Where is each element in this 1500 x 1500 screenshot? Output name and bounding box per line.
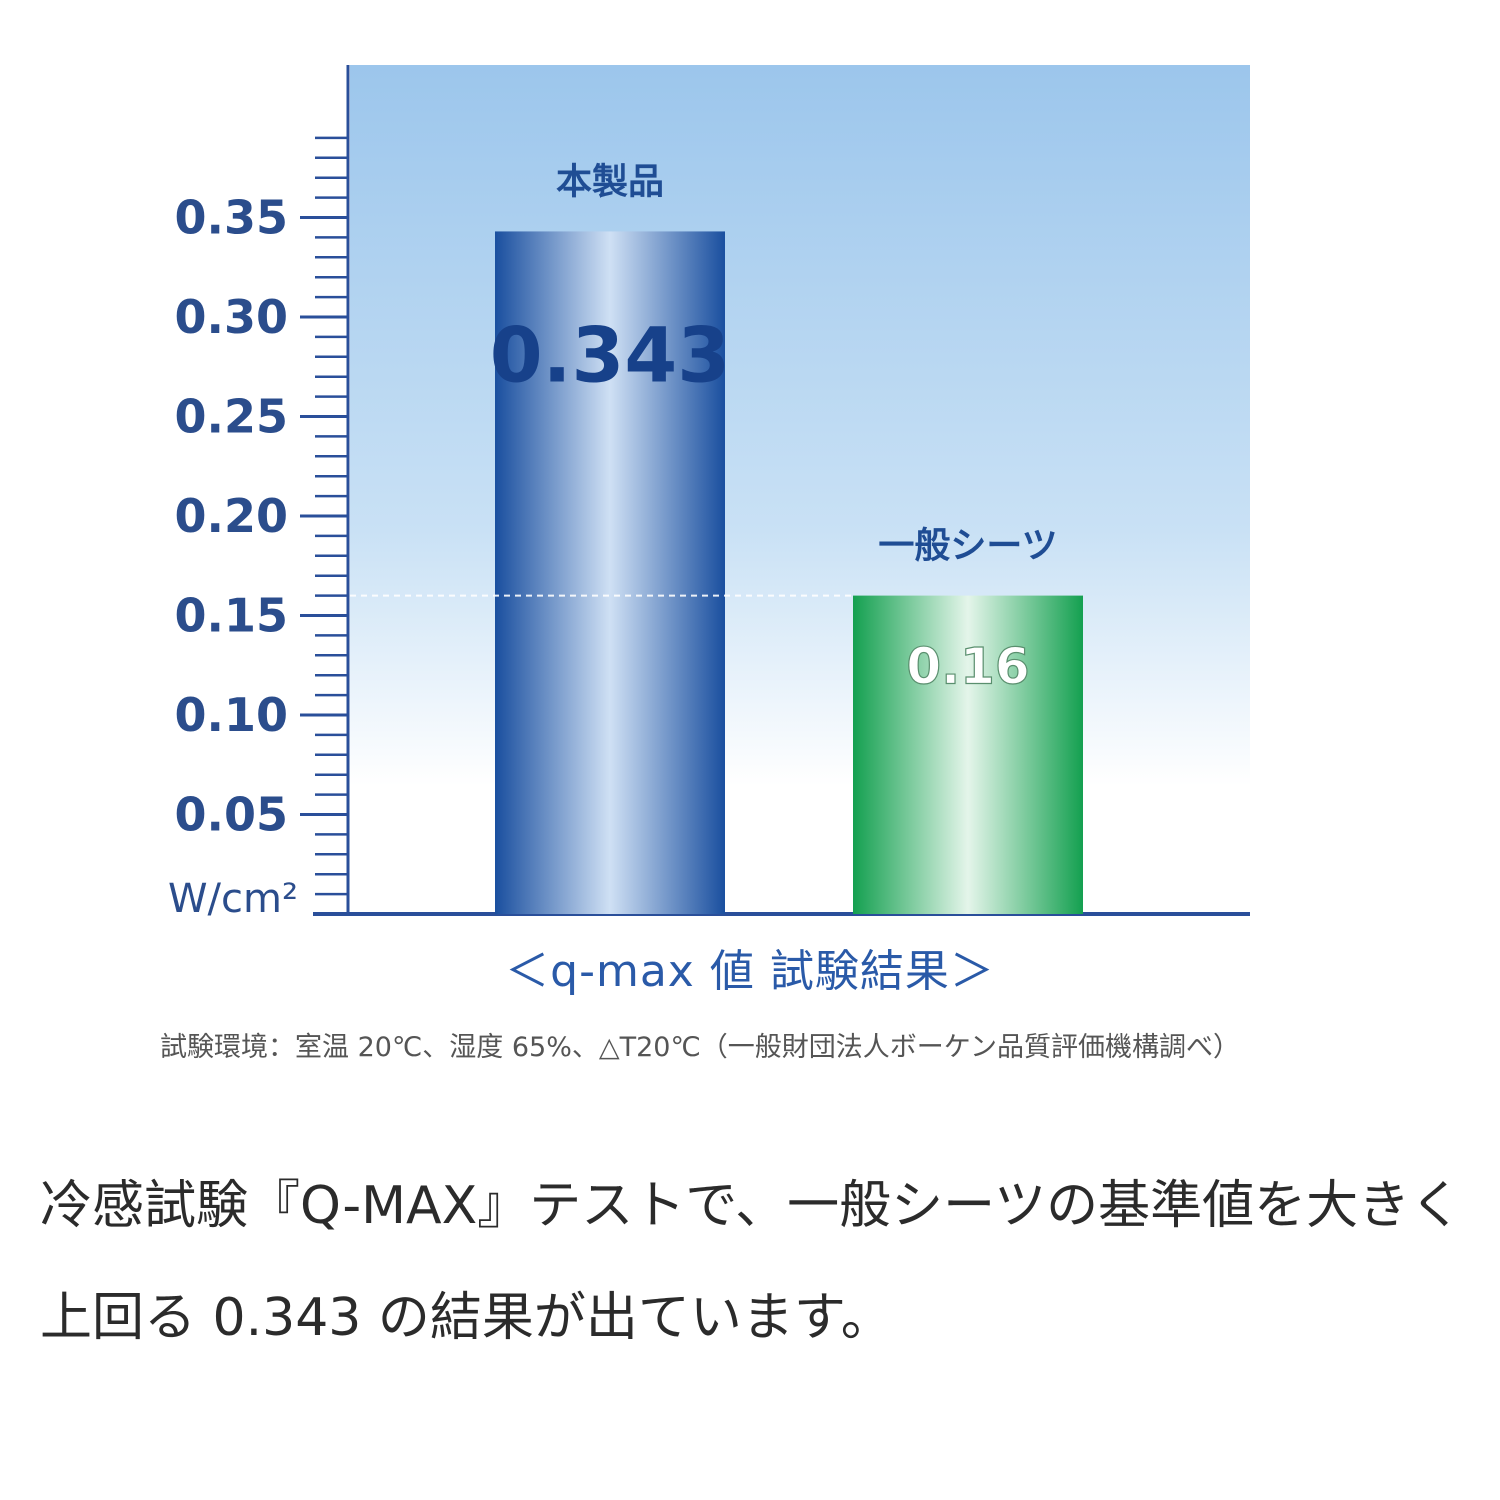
q-max-bar-chart: 0.05 0.10 0.15 0.20 0.25 0.30 0.35 W/cm² 本製品 0.… (168, 65, 1250, 922)
bar-labels: 本製品 0.343 一般シーツ 0.16 (490, 161, 1058, 696)
bars (495, 231, 1083, 914)
plot-background (350, 65, 1250, 913)
y-tick-label: 0.30 (175, 290, 289, 344)
y-tick-label: 0.25 (175, 390, 289, 444)
data-label: 0.343 (490, 310, 730, 399)
y-axis-tick-labels: 0.05 0.10 0.15 0.20 0.25 0.30 0.35 (175, 191, 289, 842)
category-label: 本製品 (556, 161, 664, 202)
category-label: 一般シーツ (878, 526, 1057, 567)
data-label: 0.16 (906, 638, 1029, 696)
y-unit-label: W/cm² (168, 876, 298, 922)
description-text: 冷感試験『Q-MAX』テストで、一般シーツの基準値を大きく上回る 0.343 の… (40, 1176, 1463, 1348)
y-tick-label: 0.35 (175, 191, 289, 245)
bar-general-sheet (853, 595, 1083, 914)
y-tick-label: 0.10 (175, 688, 289, 742)
test-conditions-note: 試験環境：室温 20℃、湿度 65%、△T20℃（一般財団法人ボーケン品質評価機… (160, 1032, 1240, 1063)
y-tick-label: 0.20 (175, 489, 289, 543)
y-axis-ticks (300, 136, 348, 896)
chart-caption: ＜q-max 値 試験結果＞ (505, 946, 995, 997)
bar-product (495, 231, 725, 914)
y-tick-label: 0.05 (175, 788, 289, 842)
y-tick-label: 0.15 (175, 589, 289, 643)
